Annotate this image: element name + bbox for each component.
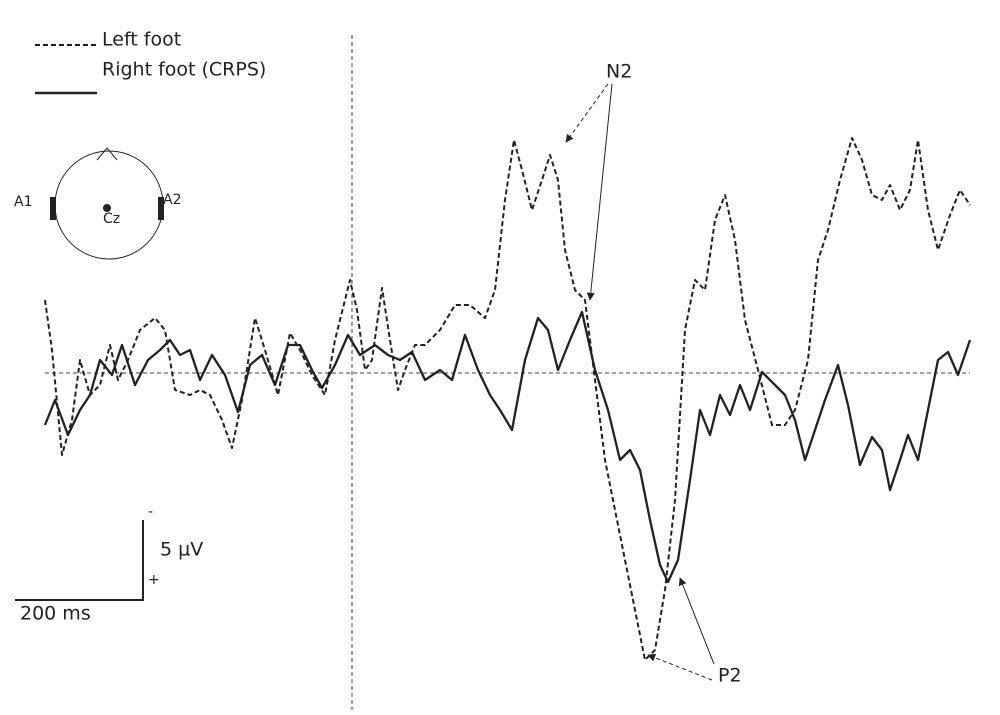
nose xyxy=(96,147,118,161)
arrow xyxy=(565,83,609,143)
electrode xyxy=(158,197,164,220)
scale-label: 200 ms xyxy=(20,603,91,625)
electrode xyxy=(103,204,111,212)
electrode xyxy=(50,197,56,220)
scale-bar xyxy=(15,520,144,601)
electrode-label: A2 xyxy=(163,192,181,208)
legend-label: Left foot xyxy=(102,29,181,51)
scale-sign: - xyxy=(148,504,153,520)
component-label: N2 xyxy=(606,61,632,83)
arrow xyxy=(647,653,713,681)
scale-label: 5 µV xyxy=(160,539,203,561)
right-foot-wave xyxy=(43,310,972,584)
left-foot-wave xyxy=(44,137,971,661)
electrode-label: Cz xyxy=(103,211,120,227)
component-label: P2 xyxy=(718,665,742,687)
scale-sign: + xyxy=(148,572,160,588)
arrow xyxy=(678,577,715,665)
electrode-label: A1 xyxy=(14,194,32,210)
arrow xyxy=(586,83,613,301)
legend-label: Right foot (CRPS) xyxy=(102,59,266,81)
